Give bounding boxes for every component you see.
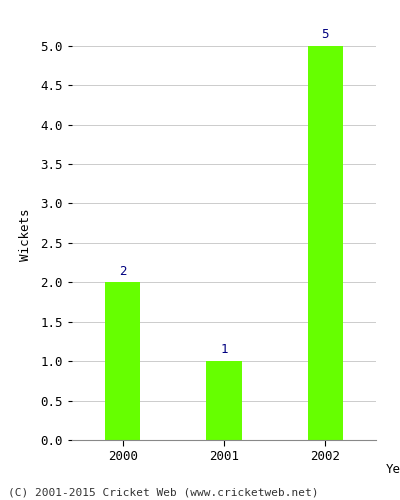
Text: 2: 2 xyxy=(119,264,126,278)
Y-axis label: Wickets: Wickets xyxy=(19,209,32,261)
Text: 5: 5 xyxy=(322,28,329,41)
X-axis label: Year: Year xyxy=(385,462,400,475)
Bar xyxy=(206,361,242,440)
Text: 1: 1 xyxy=(220,344,228,356)
Text: (C) 2001-2015 Cricket Web (www.cricketweb.net): (C) 2001-2015 Cricket Web (www.cricketwe… xyxy=(8,488,318,498)
Bar xyxy=(308,46,343,440)
Bar xyxy=(105,282,140,440)
